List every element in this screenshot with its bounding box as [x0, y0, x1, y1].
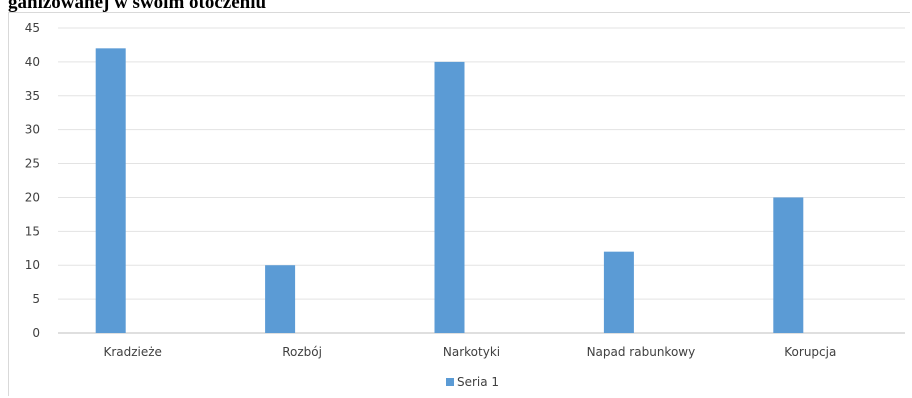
- bar: [434, 61, 465, 334]
- y-tick-label: 40: [25, 55, 40, 69]
- x-category-label: Napad rabunkowy: [587, 345, 696, 359]
- x-category-label: Kradzieże: [103, 345, 161, 359]
- y-tick-label: 45: [25, 21, 40, 35]
- y-axis-ticks: 0 5 10 15 20 25 30 35 40 45: [25, 21, 40, 340]
- y-tick-label: 10: [25, 258, 40, 272]
- x-category-label: Korupcja: [784, 345, 836, 359]
- y-tick-label: 15: [25, 224, 40, 238]
- legend-label: Seria 1: [457, 375, 499, 389]
- y-tick-label: 30: [25, 123, 40, 137]
- bar: [603, 251, 634, 333]
- x-category-label: Narkotyki: [443, 345, 500, 359]
- bar: [265, 265, 296, 333]
- legend-swatch: [446, 378, 454, 386]
- x-axis-labels: Kradzieże Rozbój Narkotyki Napad rabunkowy K…: [103, 345, 836, 359]
- bars: [95, 48, 804, 334]
- chart-frame: [8, 12, 910, 396]
- y-tick-label: 5: [32, 292, 40, 306]
- legend: Seria 1: [446, 375, 499, 389]
- y-tick-label: 20: [25, 190, 40, 204]
- chart-heading: ganizowanej w swoim otoczeniu: [8, 0, 267, 13]
- y-tick-label: 0: [32, 326, 40, 340]
- x-category-label: Rozbój: [282, 345, 322, 359]
- y-tick-label: 35: [25, 89, 40, 103]
- y-tick-label: 25: [25, 157, 40, 171]
- bar: [773, 197, 804, 333]
- bar: [95, 48, 126, 333]
- gridlines: [58, 27, 905, 334]
